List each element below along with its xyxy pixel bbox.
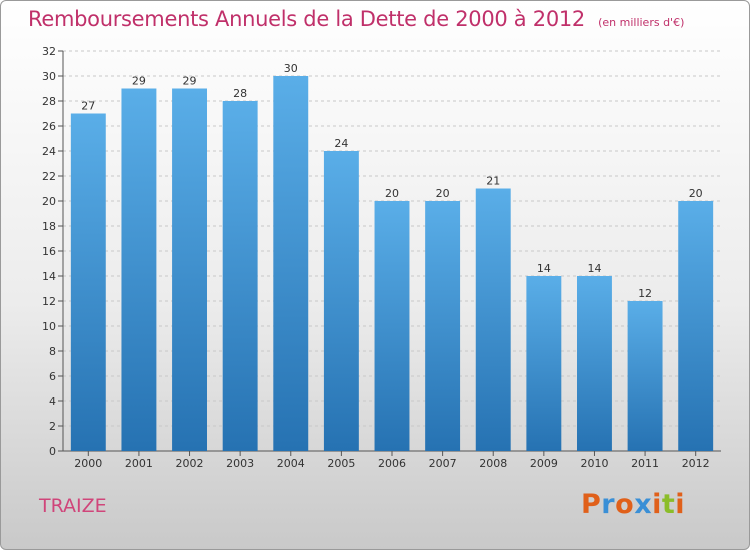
- logo-letter: i: [652, 489, 662, 520]
- bar: [576, 276, 612, 451]
- x-tick-label: 2011: [631, 457, 659, 470]
- y-tick-label: 32: [42, 45, 56, 58]
- y-tick-label: 8: [49, 345, 56, 358]
- y-tick-label: 26: [42, 120, 56, 133]
- y-tick-label: 20: [42, 195, 56, 208]
- logo-letter: t: [661, 489, 676, 520]
- x-tick-label: 2010: [580, 457, 608, 470]
- chart-subtitle: (en milliers d'€): [598, 16, 685, 29]
- y-tick-label: 12: [42, 295, 56, 308]
- data-label: 24: [334, 137, 348, 150]
- x-tick-label: 2001: [125, 457, 153, 470]
- x-tick-label: 2009: [530, 457, 558, 470]
- x-tick-label: 2007: [429, 457, 457, 470]
- commune-name: TRAIZE: [39, 495, 107, 517]
- y-tick-label: 22: [42, 170, 56, 183]
- bar: [172, 88, 208, 451]
- bar: [222, 101, 258, 451]
- y-tick-label: 10: [42, 320, 56, 333]
- x-tick-label: 2002: [176, 457, 204, 470]
- data-label: 30: [284, 62, 298, 75]
- y-tick-label: 28: [42, 95, 56, 108]
- data-label: 20: [436, 187, 450, 200]
- bars: [70, 76, 714, 451]
- data-label: 12: [638, 287, 652, 300]
- y-tick-label: 30: [42, 70, 56, 83]
- data-label: 27: [81, 100, 95, 113]
- bar: [526, 276, 562, 451]
- logo-letter: x: [634, 489, 653, 520]
- bar: [121, 88, 157, 451]
- bar: [425, 201, 461, 451]
- logo-letter: i: [675, 489, 686, 520]
- title-block: Remboursements Annuels de la Dette de 20…: [28, 7, 684, 31]
- bar: [475, 188, 511, 451]
- bar: [627, 301, 663, 451]
- x-tick-label: 2000: [74, 457, 102, 470]
- bar: [273, 76, 309, 451]
- data-label: 20: [385, 187, 399, 200]
- x-tick-label: 2003: [226, 457, 254, 470]
- y-tick-label: 4: [49, 395, 56, 408]
- data-label: 29: [132, 75, 146, 88]
- bar: [70, 113, 106, 451]
- data-label: 21: [486, 175, 500, 188]
- bar: [323, 151, 359, 451]
- bar: [374, 201, 410, 451]
- bar: [678, 201, 714, 451]
- proxiti-logo: Proxiti: [581, 489, 685, 520]
- y-tick-label: 18: [42, 220, 56, 233]
- logo-letter: o: [615, 489, 635, 520]
- data-label: 14: [587, 262, 601, 275]
- y-tick-label: 16: [42, 245, 56, 258]
- data-label: 14: [537, 262, 551, 275]
- x-tick-label: 2008: [479, 457, 507, 470]
- x-tick-label: 2012: [682, 457, 710, 470]
- labels: 27 29 29 28 30 24 20 20 21 14 14 12 20: [81, 62, 702, 300]
- data-label: 28: [233, 87, 247, 100]
- y-tick-label: 2: [49, 420, 56, 433]
- logo-letter: P: [581, 489, 602, 520]
- x-tick-label: 2005: [327, 457, 355, 470]
- logo-letter: r: [601, 489, 616, 520]
- data-label: 29: [183, 75, 197, 88]
- x-tick-label: 2006: [378, 457, 406, 470]
- chart-title: Remboursements Annuels de la Dette de 20…: [28, 7, 585, 31]
- y-tick-label: 6: [49, 370, 56, 383]
- y-tick-label: 0: [49, 445, 56, 458]
- data-label: 20: [689, 187, 703, 200]
- y-tick-label: 14: [42, 270, 56, 283]
- y-tick-label: 24: [42, 145, 56, 158]
- x-tick-label: 2004: [277, 457, 305, 470]
